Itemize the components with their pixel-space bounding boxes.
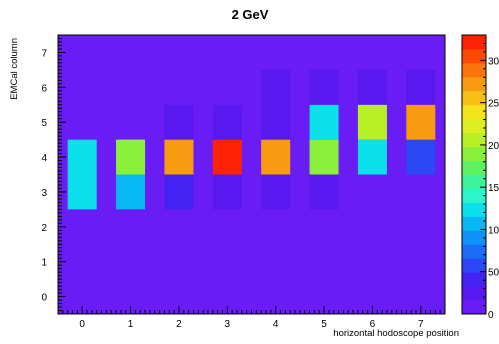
y-tick-label: 6 xyxy=(41,83,47,94)
heatmap-cell xyxy=(309,69,339,105)
heatmap-cell xyxy=(309,174,339,210)
color-scale-swatch xyxy=(462,300,486,315)
heatmap-cell xyxy=(309,104,339,140)
heatmap-cell xyxy=(67,174,97,210)
x-tick-label: 0 xyxy=(79,319,85,330)
heatmap-cell xyxy=(67,139,97,175)
heatmap-cell xyxy=(116,139,146,175)
heatmap-cell xyxy=(212,139,242,175)
color-scale-swatch xyxy=(462,146,486,162)
heatmap-cell xyxy=(309,139,339,175)
heatmap-cell xyxy=(164,139,194,175)
color-scale-tick-label: 10 xyxy=(488,225,499,236)
y-tick-label: 1 xyxy=(41,258,47,269)
heatmap-cell xyxy=(406,69,436,105)
color-scale-tick-label: 25 xyxy=(488,99,499,110)
color-scale-swatch xyxy=(462,62,486,78)
color-scale-tick-label: 30 xyxy=(488,56,499,67)
heatmap-cell xyxy=(357,104,387,140)
heatmap-cell xyxy=(261,174,291,210)
heatmap-cell xyxy=(261,69,291,105)
chart-title: 2 GeV xyxy=(232,7,269,22)
y-tick-label: 5 xyxy=(41,118,47,129)
color-scale-frame xyxy=(461,34,487,315)
heatmap-cell xyxy=(261,139,291,175)
color-scale-swatch xyxy=(462,35,486,50)
color-scale-swatch xyxy=(462,104,486,120)
y-tick-label: 4 xyxy=(41,153,47,164)
x-tick-label: 7 xyxy=(418,319,424,330)
color-scale-swatch xyxy=(462,258,486,273)
x-tick-label: 6 xyxy=(370,319,376,330)
x-tick-label: 5 xyxy=(321,319,327,330)
color-scale-swatch xyxy=(462,286,486,301)
heatmap-cell xyxy=(357,139,387,175)
heatmap-cell xyxy=(406,104,436,140)
y-axis: 0 1 2 3 4 5 6 7 xyxy=(41,34,66,315)
color-scale-swatch xyxy=(462,160,486,175)
color-scale-swatch xyxy=(462,272,486,287)
x-axis-label: horizontal hodoscope position xyxy=(333,328,459,339)
color-scale-swatch xyxy=(462,118,486,134)
color-scale-swatch xyxy=(462,244,486,259)
color-scale-swatch xyxy=(462,90,486,106)
heatmap-cell xyxy=(164,104,194,140)
color-scale-swatch xyxy=(462,174,486,189)
x-tick-label: 1 xyxy=(128,319,134,330)
heatmap-cell xyxy=(212,104,242,140)
color-scale-tick-label: 50 xyxy=(488,268,499,279)
color-scale-swatch xyxy=(462,132,486,148)
y-tick-label: 0 xyxy=(41,293,47,304)
color-scale-swatch xyxy=(462,230,486,245)
heatmap-cell xyxy=(116,174,146,210)
color-scale-swatch xyxy=(462,48,486,64)
color-scale-swatch xyxy=(462,216,486,231)
x-axis: 0 1 2 3 4 5 6 7 xyxy=(57,306,446,330)
heatmap-cell xyxy=(212,174,242,210)
color-scale-bar: 0 50 10 15 20 25 30 xyxy=(461,34,499,321)
y-tick-label: 3 xyxy=(41,188,47,199)
x-tick-label: 3 xyxy=(225,319,231,330)
heatmap-cells xyxy=(67,69,436,210)
color-scale-swatch xyxy=(462,188,486,203)
color-scale-swatch xyxy=(462,202,486,217)
color-scale-tick-label: 20 xyxy=(488,141,499,152)
heatmap-cell xyxy=(357,69,387,105)
color-scale-tick-label: 15 xyxy=(488,183,499,194)
x-tick-label: 4 xyxy=(273,319,279,330)
y-tick-label: 7 xyxy=(41,48,47,59)
x-tick-label: 2 xyxy=(176,319,182,330)
heatmap-cell xyxy=(164,174,194,210)
y-axis-label: EMCal column xyxy=(9,38,20,100)
heatmap-cell xyxy=(406,139,436,175)
heatmap-cell xyxy=(261,104,291,140)
color-scale-tick-label: 0 xyxy=(488,310,494,321)
y-tick-label: 2 xyxy=(41,223,47,234)
color-scale-swatch xyxy=(462,76,486,92)
